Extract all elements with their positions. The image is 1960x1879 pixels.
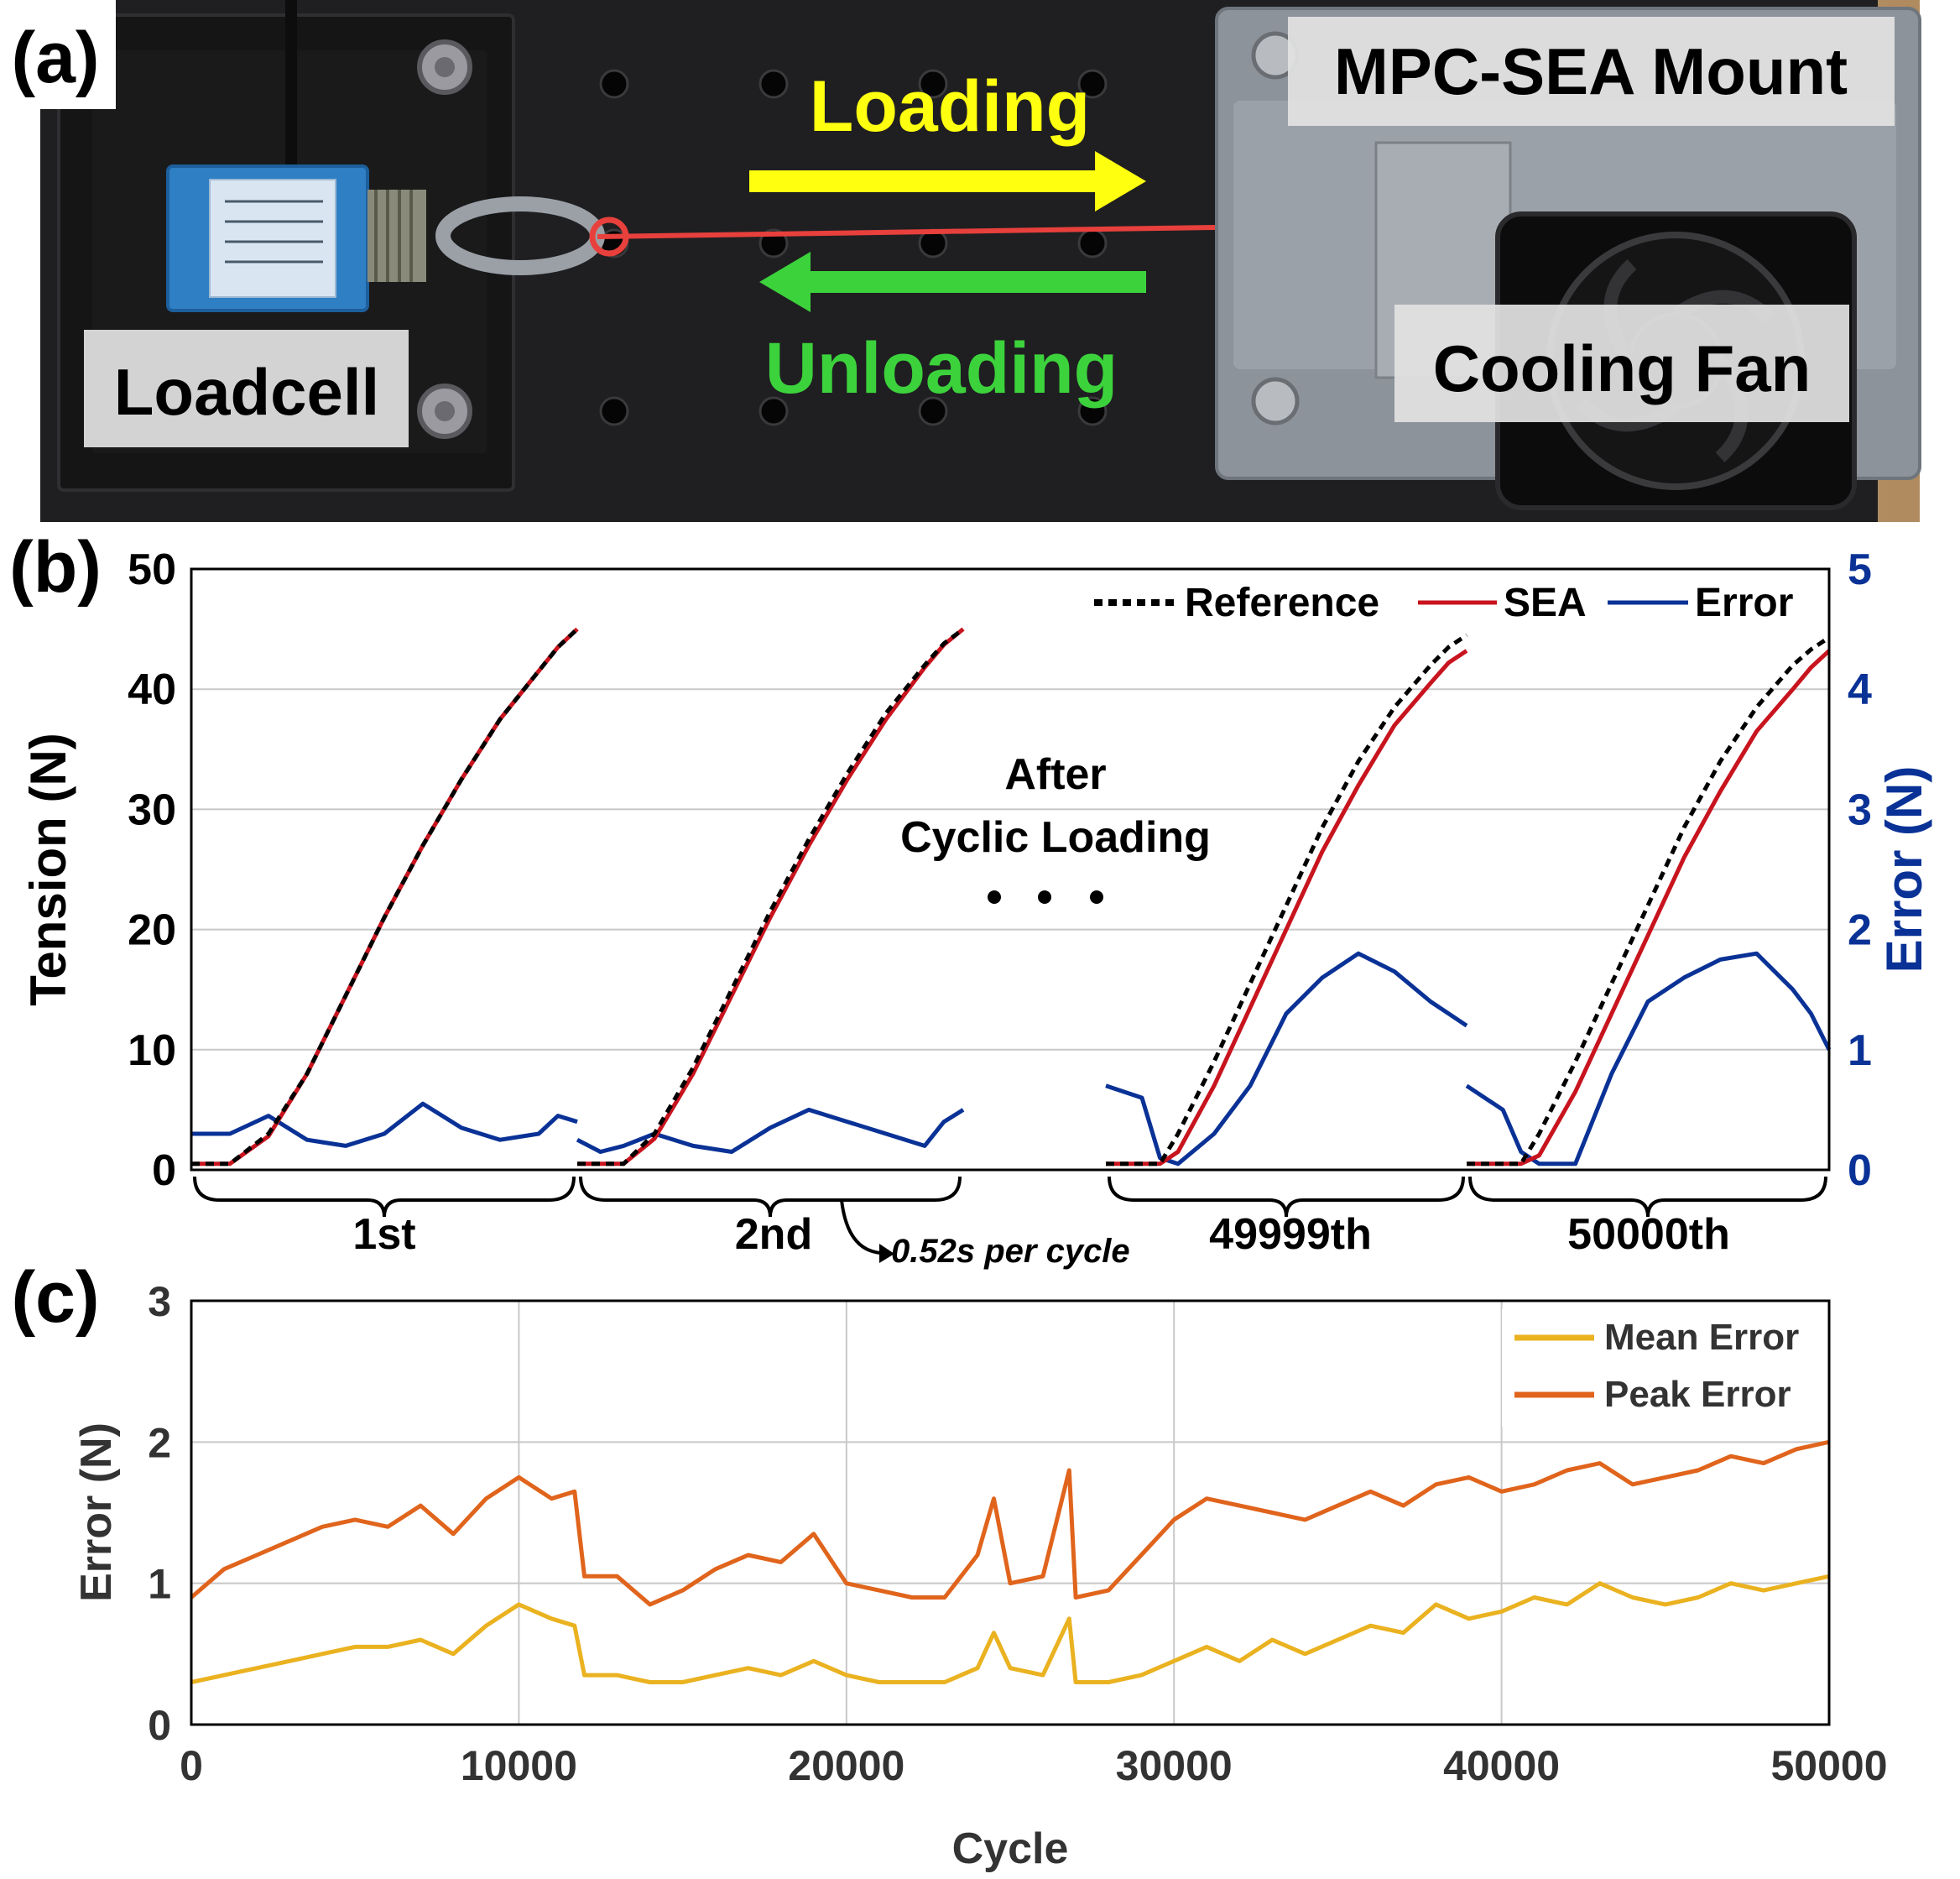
chart-b-ytick-right: 2: [1848, 906, 1872, 955]
annotation-period: 0.52s per cycle: [891, 1233, 1130, 1270]
chart-b-grid: [191, 688, 1829, 1051]
chart-b-ylabel-left: Tension (N): [20, 733, 76, 1006]
chart-c-ticks: 0 10000 20000 30000 40000 50000 0 1 2 3: [148, 1278, 1887, 1789]
panel-label-c: (c): [11, 1257, 99, 1338]
chart-b-ticks: 0 10 20 30 40 50 0 1 2 3 4 5: [128, 545, 1872, 1195]
chart-c-ytick: 3: [148, 1278, 171, 1325]
cycle-brace: [1468, 1176, 1827, 1218]
chart-c-xlabel: Cycle: [952, 1824, 1069, 1873]
unloading-label: Unloading: [765, 328, 1118, 409]
chart-b-ytick-left: 10: [128, 1026, 176, 1075]
series-reference-2nd: [577, 627, 965, 1167]
chart-c-ytick: 1: [148, 1561, 171, 1608]
legend-label-peak-error: Peak Error: [1604, 1374, 1791, 1415]
chart-c-frame: [190, 1299, 1831, 1726]
mount-label: MPC-SEA Mount: [1334, 34, 1848, 108]
chart-b-ytick-right: 3: [1848, 786, 1872, 834]
chart-b-ytick-right: 1: [1848, 1026, 1872, 1075]
mount-label-box: [1288, 17, 1895, 126]
loading-label: Loading: [810, 66, 1090, 147]
legend-label-error: Error: [1695, 581, 1793, 625]
panel-label-a: (a): [11, 18, 99, 98]
chart-c: (c) 0 10000 20000 30000 40000 50000 0 1 2 3 Cycle…: [11, 1257, 1887, 1873]
annotation-cyclic-loading: Cyclic Loading: [900, 813, 1211, 862]
cycle-label: 1st: [352, 1210, 415, 1259]
legend-label-reference: Reference: [1185, 581, 1379, 625]
ellipsis-dots: [988, 890, 1103, 904]
board-holes: [599, 69, 1108, 426]
cycle-brace: [579, 1176, 962, 1218]
series-error-49999th: [1105, 951, 1468, 1167]
chart-c-xtick: 30000: [1116, 1742, 1233, 1789]
chart-c-xtick: 20000: [788, 1742, 904, 1789]
loadcell-sensor: [166, 164, 605, 312]
series-error-2nd: [576, 1107, 965, 1154]
chart-b-legend: Reference SEA Error: [1094, 581, 1793, 625]
series-peak-error: [190, 1439, 1830, 1607]
series-error-1st: [191, 1101, 578, 1148]
chart-b-ytick-right: 5: [1848, 545, 1872, 594]
chart-c-xtick: 0: [180, 1742, 203, 1789]
chart-c-xtick: 50000: [1770, 1742, 1887, 1789]
chart-c-ytick: 2: [148, 1419, 171, 1466]
legend-label-mean-error: Mean Error: [1604, 1317, 1799, 1358]
chart-c-ylabel: Error (N): [72, 1422, 121, 1602]
chart-b-ylabel-right: Error (N): [1876, 766, 1932, 973]
cycle-brace: [193, 1176, 576, 1218]
cycle-label: 49999th: [1209, 1210, 1372, 1259]
unloading-arrow: [759, 252, 1146, 312]
chart-b-frame: [190, 567, 1831, 1172]
series-reference-1st: [191, 627, 579, 1167]
panel-label-b: (b): [9, 527, 102, 608]
period-pointer-arrowhead: [879, 1244, 894, 1263]
chart-c-xtick: 40000: [1443, 1742, 1560, 1789]
legend-label-sea: SEA: [1504, 581, 1587, 625]
series-error-50000th: [1465, 951, 1832, 1167]
chart-c-series: [190, 1439, 1830, 1684]
loadcell-label-box: [84, 330, 409, 447]
series-sea-50000th: [1467, 649, 1831, 1167]
loading-arrow: [749, 151, 1146, 211]
chart-b-ytick-left: 40: [128, 665, 176, 714]
chart-c-xtick: 10000: [461, 1742, 577, 1789]
chart-c-legend: Mean Error Peak Error: [1502, 1309, 1821, 1427]
chart-b: (b) 0 10 20 30 40 50 0 1 2 3 4 5 1st 2nd 49999th 50000…: [9, 527, 1932, 1270]
chart-b-ytick-left: 50: [128, 545, 176, 594]
period-pointer-arrow: [840, 1199, 882, 1255]
cycle-label: 2nd: [735, 1210, 812, 1259]
chart-b-cycle-braces: 1st 2nd 49999th 50000th: [193, 1176, 1827, 1259]
series-sea-49999th: [1106, 649, 1468, 1167]
chart-b-ytick-left: 30: [128, 786, 176, 834]
chart-b-ytick-left: 0: [152, 1146, 176, 1195]
chart-c-ytick: 0: [148, 1702, 171, 1749]
annotation-after: After: [1004, 750, 1106, 799]
fan-label: Cooling Fan: [1433, 331, 1811, 405]
series-reference-50000th: [1467, 635, 1831, 1167]
series-sea-2nd: [577, 627, 965, 1167]
photo-panel: Loading Unloading MPC-SEA Mount Loadcell…: [0, 0, 1921, 522]
chart-b-series: [191, 627, 1832, 1167]
chart-b-ytick-right: 0: [1848, 1146, 1872, 1195]
panel-label-a-box: [0, 0, 116, 109]
cycle-brace: [1108, 1176, 1465, 1218]
loadcell-label: Loadcell: [114, 355, 379, 429]
chart-b-ytick-right: 4: [1848, 665, 1872, 714]
series-sea-1st: [191, 627, 579, 1167]
chart-b-ytick-left: 20: [128, 906, 176, 955]
cycle-label: 50000th: [1567, 1210, 1730, 1259]
screw-head: [1251, 377, 1300, 425]
series-reference-49999th: [1106, 633, 1468, 1167]
series-mean-error: [190, 1574, 1830, 1684]
fan-label-box: [1394, 305, 1849, 422]
